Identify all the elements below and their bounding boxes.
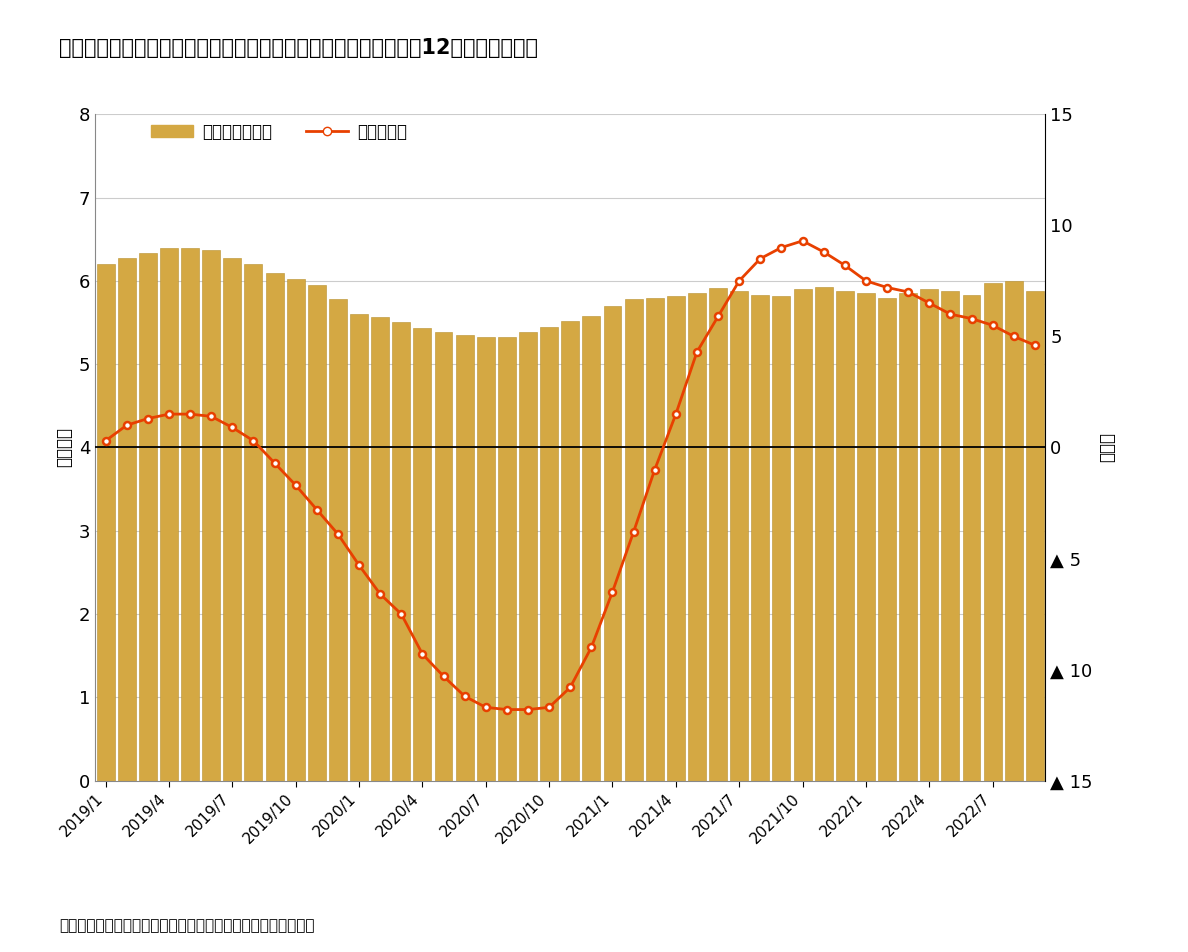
Bar (921, 289, 939, 781)
Bar (223, 258, 241, 781)
Bar (625, 299, 643, 781)
Bar (118, 257, 135, 781)
Bar (160, 248, 178, 781)
Bar (984, 283, 1001, 781)
Bar (666, 296, 684, 781)
Bar (731, 291, 748, 781)
Bar (1026, 291, 1044, 781)
Bar (857, 293, 874, 781)
Bar (941, 291, 960, 781)
Bar (519, 332, 537, 781)
Bar (836, 291, 854, 781)
Bar (899, 293, 917, 781)
Bar (815, 287, 833, 781)
Bar (476, 337, 494, 781)
Bar (878, 297, 896, 781)
Bar (181, 248, 200, 781)
Bar (202, 250, 220, 781)
Bar (604, 306, 621, 781)
Bar (688, 293, 706, 781)
Bar (772, 296, 790, 781)
Bar (541, 327, 558, 781)
Bar (435, 332, 453, 781)
Bar (413, 328, 431, 781)
Bar (751, 295, 770, 781)
Bar (962, 295, 980, 781)
Bar (582, 316, 600, 781)
Bar (456, 335, 474, 781)
Bar (561, 321, 580, 781)
Text: （資料）　国土交通省の公表を基にニッセイ基礎研究所が作成: （資料） 国土交通省の公表を基にニッセイ基礎研究所が作成 (59, 918, 315, 933)
Bar (1005, 281, 1023, 781)
Y-axis label: （万戸）: （万戸） (55, 427, 74, 467)
Bar (392, 323, 410, 781)
Bar (350, 314, 368, 781)
Bar (646, 297, 664, 781)
Bar (498, 337, 516, 781)
Bar (794, 289, 811, 781)
Bar (709, 288, 727, 781)
Bar (139, 253, 157, 781)
Bar (371, 317, 390, 781)
Bar (329, 299, 347, 781)
Legend: 新築分譲戸建て, 前年同月比: 新築分譲戸建て, 前年同月比 (151, 123, 407, 141)
Text: 図表６　　新築分譲戸建ての新設着工戸数　（首都圏１都３県、12ヶ月移動累計）: 図表６ 新築分譲戸建ての新設着工戸数 （首都圏１都３県、12ヶ月移動累計） (59, 38, 538, 58)
Bar (308, 285, 326, 781)
Bar (96, 264, 114, 781)
Y-axis label: （％）: （％） (1099, 432, 1117, 463)
Bar (245, 264, 263, 781)
Bar (286, 279, 304, 781)
Bar (266, 272, 284, 781)
